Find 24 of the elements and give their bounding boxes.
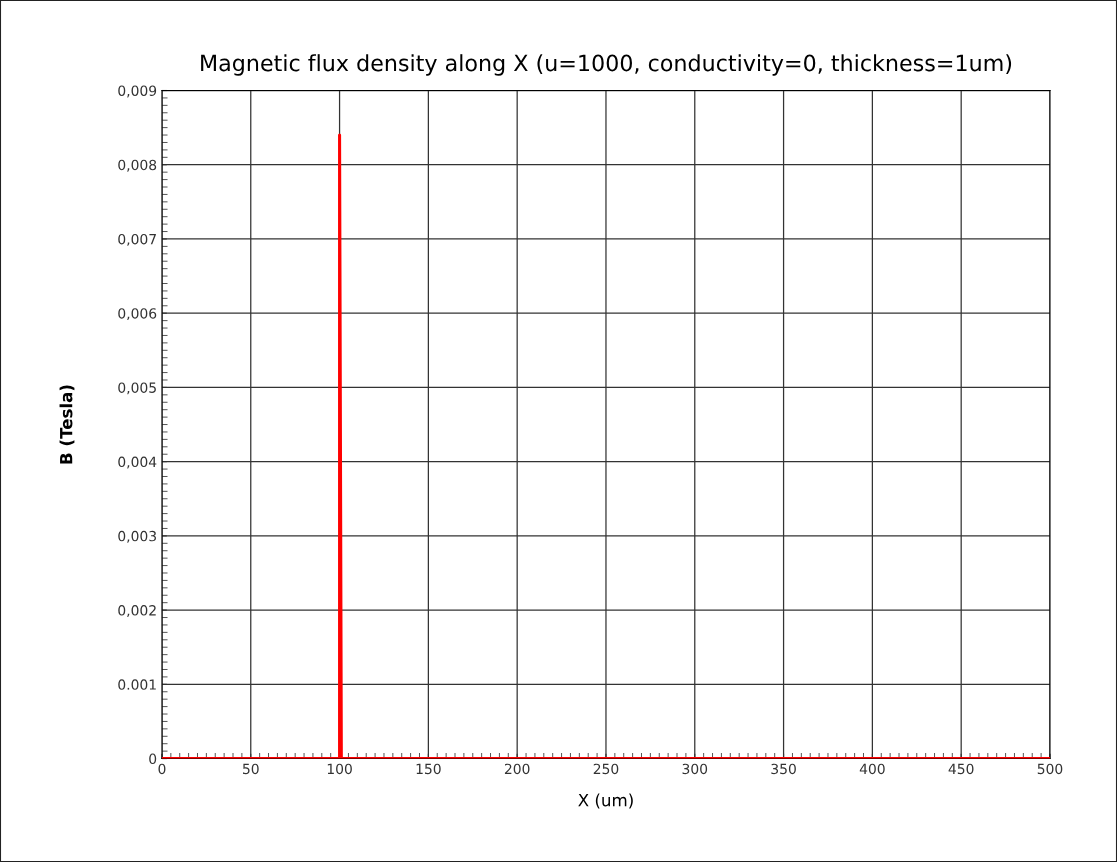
y-tick-label: 0.001	[118, 679, 156, 690]
y-tick-label: 0,009	[118, 85, 157, 98]
y-tick-label: 0,006	[118, 308, 157, 321]
y-tick-label: 0,003	[118, 530, 156, 543]
x-axis-title: X (um)	[578, 793, 633, 809]
y-tick-label: 0	[149, 753, 157, 765]
y-tick-label: 0,004	[118, 456, 157, 469]
x-tick-label: 250	[593, 763, 619, 775]
x-tick-label: 300	[682, 763, 708, 775]
x-tick-label: 200	[504, 763, 530, 775]
x-tick-label: 350	[771, 763, 796, 775]
y-tick-label: 0,005	[118, 382, 156, 395]
chart-title: Magnetic flux density along X (u=1000, conductivity=0, thickness=1um)	[201, 54, 1012, 76]
x-tick-label: 50	[243, 763, 259, 775]
x-tick-label: 400	[859, 763, 885, 775]
y-tick-label: 0,007	[118, 233, 156, 246]
x-tick-label: 450	[948, 763, 974, 775]
x-tick-label: 0	[158, 763, 166, 775]
x-tick-label: 150	[416, 763, 441, 775]
x-tick-label: 100	[327, 763, 352, 775]
y-tick-label: 0,008	[118, 159, 157, 172]
y-tick-label: 0,002	[118, 605, 156, 617]
x-tick-label: 500	[1037, 763, 1063, 775]
y-axis-title: B (Tesla)	[59, 385, 75, 464]
